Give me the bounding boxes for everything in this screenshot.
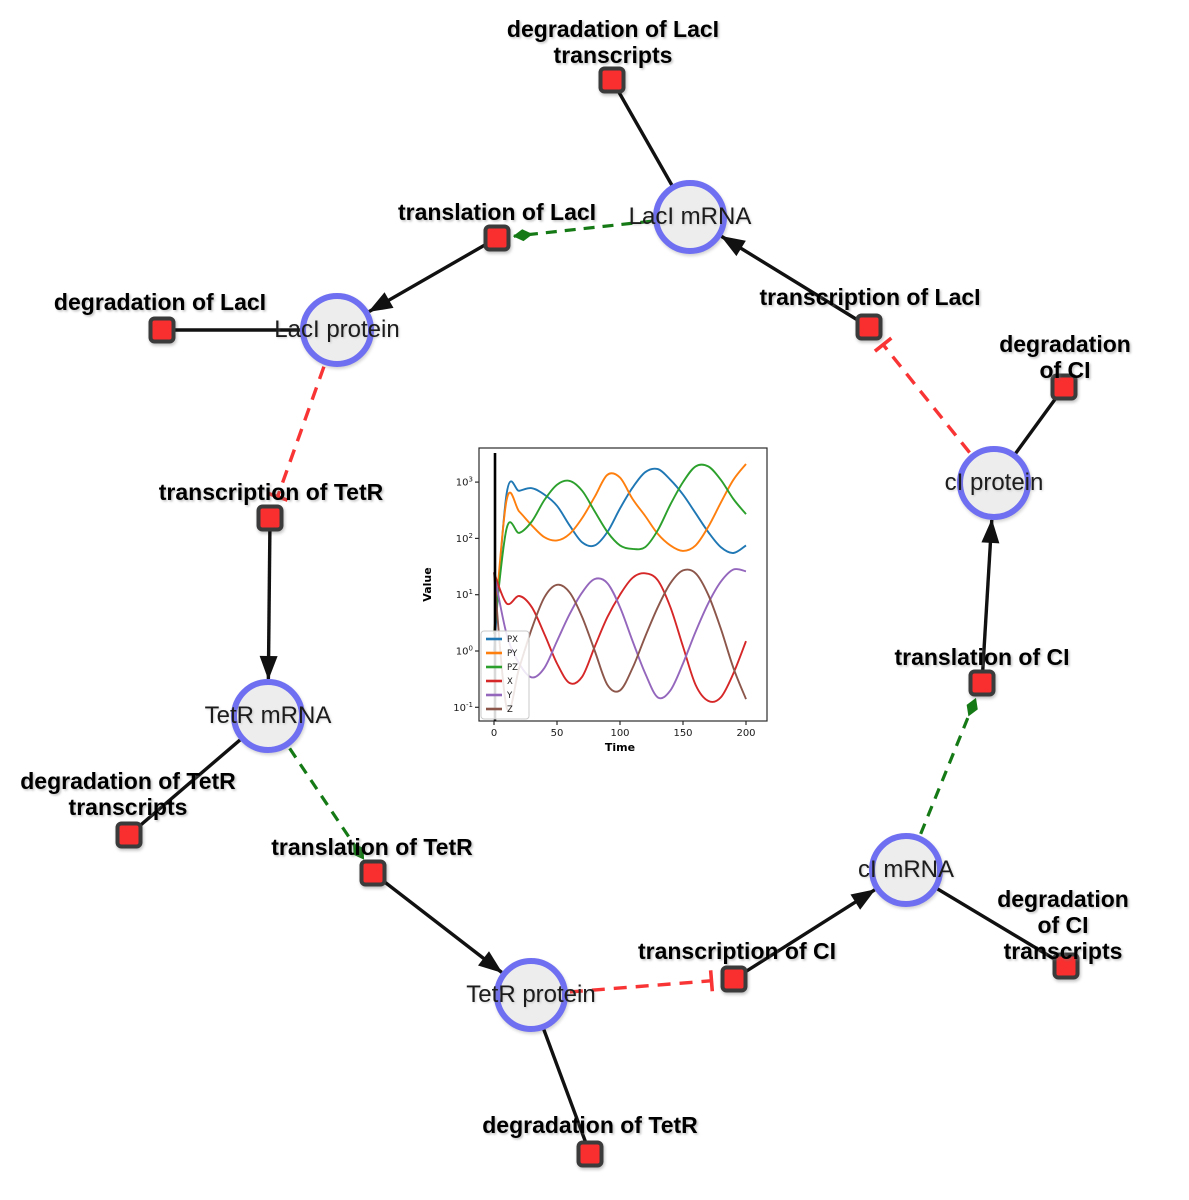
chart-xlabel: Time (605, 741, 635, 754)
chart-series-Z (493, 568, 747, 712)
x-tick-label: 100 (610, 728, 629, 739)
reaction-label-deg-tetr: degradation of TetR (482, 1112, 698, 1138)
reaction-node-translation-tetr[interactable] (359, 859, 387, 887)
species-node-tetr-mrna[interactable] (231, 679, 305, 753)
edge-product-translation-ci-to-ci-protein (980, 518, 1000, 684)
reaction-node-deg-ci-transcripts[interactable] (1052, 952, 1080, 980)
y-tick-label: 100 (456, 645, 473, 658)
x-tick-label: 200 (736, 728, 755, 739)
edge-product-transcription-ci-to-ci-mrna (733, 888, 876, 981)
reaction-node-deg-ci[interactable] (1050, 373, 1078, 401)
edge-inhibitor-laci-protein-to-transcription-tetr (267, 366, 326, 502)
reaction-node-deg-tetr-transcripts[interactable] (115, 821, 143, 849)
species-node-tetr-protein[interactable] (494, 958, 568, 1032)
reaction-label-deg-ci-transcripts: degradation of CI transcripts (997, 886, 1129, 964)
edge-product-transcription-laci-to-laci-mrna (720, 234, 870, 329)
legend-label-PY: PY (507, 649, 518, 659)
x-tick-label: 50 (551, 728, 564, 739)
species-label-tetr-protein: TetR protein (466, 981, 596, 1008)
reaction-label-deg-laci: degradation of LacI (53, 289, 267, 315)
reaction-node-transcription-laci[interactable] (855, 313, 883, 341)
species-label-laci-protein: LacI protein (274, 316, 400, 343)
x-tick-label: 150 (673, 728, 692, 739)
reaction-node-translation-ci[interactable] (968, 669, 996, 697)
reaction-label-deg-laci-transcripts: degradation of LacI transcripts (506, 16, 720, 68)
reaction-node-transcription-tetr[interactable] (256, 504, 284, 532)
edge-modifier-ci-mrna-to-translation-ci (919, 697, 978, 835)
legend-label-PZ: PZ (507, 663, 518, 673)
y-tick-label: 101 (456, 588, 473, 601)
inset-plot: 0 50 100 150 20010-1100101102103TimeValuePXP… (420, 440, 770, 760)
species-label-tetr-mrna: TetR mRNA (204, 702, 332, 729)
edge-modifier-tetr-mrna-to-translation-tetr (288, 747, 365, 860)
edge-inhibitor-tetr-protein-to-transcription-ci (569, 970, 715, 994)
edge-inhibitor-ci-protein-to-transcription-laci (873, 336, 971, 454)
reaction-node-transcription-ci[interactable] (720, 965, 748, 993)
y-tick-label: 102 (456, 532, 473, 545)
legend-label-X: X (507, 677, 513, 687)
species-label-ci-protein: cI protein (944, 469, 1044, 496)
legend-label-Z: Z (507, 705, 513, 715)
x-tick-label: 0 (491, 728, 497, 739)
edge-product-translation-laci-to-laci-protein (368, 236, 498, 314)
reaction-label-transcription-ci: transcription of CI (637, 938, 837, 964)
edge-product-translation-tetr-to-tetr-protein (371, 871, 503, 974)
y-tick-label: 10-1 (453, 701, 473, 714)
reaction-label-deg-ci: degradation of CI (999, 331, 1131, 383)
legend-label-PX: PX (507, 635, 518, 645)
plot-frame (478, 447, 768, 722)
reaction-node-deg-tetr[interactable] (576, 1140, 604, 1168)
y-tick-label: 103 (456, 476, 473, 489)
reaction-node-deg-laci-transcripts[interactable] (598, 66, 626, 94)
edge-product-transcription-tetr-to-tetr-mrna (259, 517, 278, 681)
species-node-laci-mrna[interactable] (653, 180, 727, 254)
reaction-node-deg-laci[interactable] (148, 316, 176, 344)
reaction-label-translation-laci: translation of LacI (397, 199, 597, 225)
species-node-ci-mrna[interactable] (869, 833, 943, 907)
chart-ylabel: Value (421, 567, 434, 601)
reaction-label-transcription-laci: transcription of LacI (759, 284, 981, 310)
chart-series-PX (493, 467, 747, 652)
legend-label-Y: Y (506, 691, 513, 701)
chart-legend: PX PY PZ XYZ (480, 630, 530, 720)
reaction-label-translation-ci: translation of CI (894, 644, 1070, 670)
reaction-node-translation-laci[interactable] (483, 224, 511, 252)
edge-modifier-laci-mrna-to-translation-laci (512, 219, 652, 242)
chart-series-PZ (493, 463, 747, 635)
species-node-ci-protein[interactable] (957, 446, 1031, 520)
reaction-label-translation-tetr: translation of TetR (271, 834, 473, 860)
species-label-ci-mrna: cI mRNA (858, 856, 954, 883)
reaction-label-deg-tetr-transcripts: degradation of TetR transcripts (20, 768, 236, 820)
species-node-laci-protein[interactable] (300, 293, 374, 367)
chart-series-Y (493, 568, 747, 700)
chart-series-X (493, 571, 747, 703)
species-label-laci-mrna: LacI mRNA (628, 203, 752, 230)
reaction-label-transcription-tetr: transcription of TetR (158, 479, 384, 505)
chart-series-PY (493, 463, 747, 635)
